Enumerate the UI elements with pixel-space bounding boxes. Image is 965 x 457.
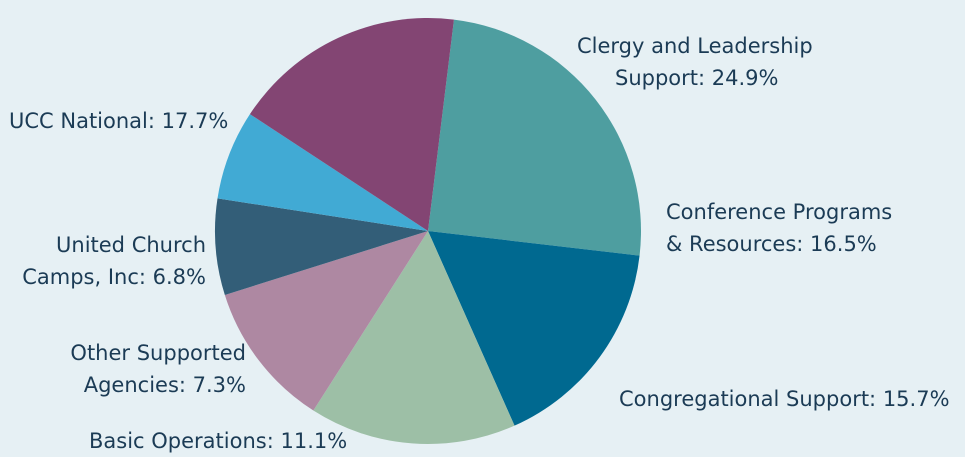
pie-slice-united-church-camps-inc xyxy=(217,114,428,231)
pie-slice-conference-programs-resources xyxy=(428,231,640,426)
label-united-church-camps: United Church Camps, Inc: 6.8% xyxy=(22,233,206,289)
pie-slice-clergy-and-leadership-support xyxy=(428,19,641,256)
label-basic-operations: Basic Operations: 11.1% xyxy=(89,429,348,453)
label-conference-programs: Conference Programs & Resources: 16.5% xyxy=(666,200,893,256)
pie-slice-congregational-support xyxy=(313,231,515,445)
pie-slice-basic-operations xyxy=(224,231,428,411)
label-clergy-leadership: Clergy and Leadership Support: 24.9% xyxy=(577,34,813,90)
label-other-agencies: Other Supported Agencies: 7.3% xyxy=(70,341,246,397)
pie-slice-other-supported-agencies xyxy=(215,198,428,295)
label-congregational-support: Congregational Support: 15.7% xyxy=(619,387,950,411)
label-ucc-national: UCC National: 17.7% xyxy=(9,109,229,133)
pie-slice-ucc-national xyxy=(249,18,454,232)
